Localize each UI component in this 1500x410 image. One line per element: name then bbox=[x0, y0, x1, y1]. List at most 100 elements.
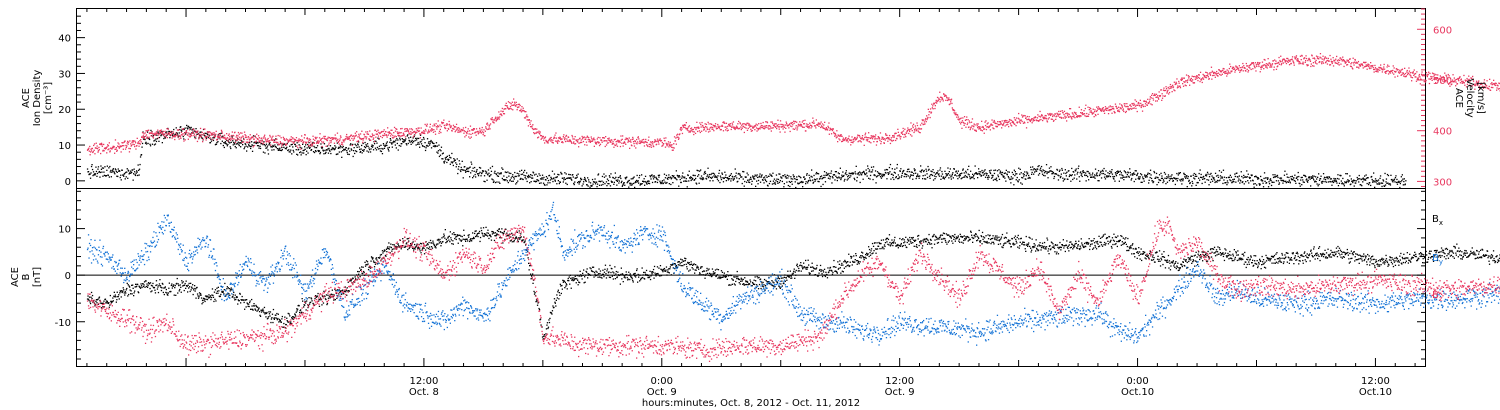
velocity-point bbox=[259, 139, 261, 142]
velocity-point bbox=[682, 125, 684, 127]
velocity-point bbox=[851, 136, 853, 138]
velocity-point bbox=[734, 128, 736, 131]
velocity-point bbox=[495, 116, 497, 118]
velocity-point bbox=[277, 134, 279, 137]
velocity-point bbox=[1019, 122, 1022, 124]
density-point bbox=[844, 178, 846, 181]
density-point bbox=[248, 144, 250, 146]
density-point bbox=[944, 170, 946, 172]
density-point bbox=[888, 166, 891, 169]
density-point bbox=[1004, 177, 1006, 179]
density-point bbox=[659, 182, 662, 184]
density-point bbox=[304, 148, 306, 150]
density-point bbox=[1323, 176, 1326, 178]
density-point bbox=[290, 144, 292, 146]
density-point bbox=[892, 176, 894, 179]
velocity-point bbox=[873, 135, 875, 138]
velocity-point bbox=[705, 123, 708, 125]
density-point bbox=[971, 176, 973, 179]
velocity-point bbox=[511, 101, 513, 103]
velocity-point bbox=[351, 137, 353, 140]
density-point bbox=[1298, 175, 1300, 178]
velocity-point bbox=[235, 136, 237, 138]
velocity-point bbox=[151, 133, 154, 135]
velocity-point bbox=[318, 137, 321, 139]
density-point bbox=[979, 174, 981, 176]
density-point bbox=[491, 165, 494, 168]
density-point bbox=[961, 177, 963, 179]
velocity-point bbox=[921, 122, 923, 124]
velocity-point bbox=[833, 132, 835, 135]
density-point bbox=[943, 178, 946, 180]
velocity-point bbox=[996, 126, 998, 128]
density-point bbox=[978, 168, 980, 170]
density-point bbox=[840, 177, 842, 179]
velocity-point bbox=[287, 141, 289, 143]
density-point bbox=[549, 182, 551, 184]
density-point bbox=[1108, 173, 1111, 175]
density-point bbox=[1377, 179, 1380, 181]
density-point bbox=[1350, 183, 1352, 185]
density-point bbox=[216, 141, 218, 144]
velocity-point bbox=[568, 140, 570, 143]
density-point bbox=[417, 143, 419, 145]
velocity-point bbox=[806, 123, 808, 125]
density-point bbox=[459, 169, 461, 171]
velocity-point bbox=[1035, 116, 1037, 118]
velocity-point bbox=[905, 132, 908, 134]
density-point bbox=[912, 174, 914, 177]
density-point bbox=[1326, 176, 1329, 179]
velocity-point bbox=[124, 148, 127, 150]
density-point bbox=[856, 180, 858, 182]
velocity-point bbox=[132, 143, 134, 145]
density-point bbox=[672, 175, 674, 178]
density-point bbox=[790, 178, 792, 180]
density-point bbox=[699, 177, 701, 179]
velocity-point bbox=[577, 139, 579, 141]
velocity-point bbox=[1031, 118, 1033, 120]
velocity-point bbox=[709, 130, 711, 132]
velocity-point bbox=[407, 129, 409, 131]
density-point bbox=[1299, 185, 1301, 187]
density-point bbox=[704, 170, 706, 173]
velocity-point bbox=[294, 140, 296, 142]
velocity-point bbox=[573, 141, 575, 143]
velocity-point bbox=[675, 143, 677, 145]
velocity-point bbox=[311, 143, 313, 145]
velocity-point bbox=[446, 123, 448, 125]
velocity-point bbox=[338, 140, 340, 143]
density-point bbox=[611, 181, 613, 183]
density-point bbox=[1161, 177, 1164, 179]
velocity-point bbox=[332, 138, 334, 140]
density-point bbox=[1002, 175, 1004, 177]
velocity-point bbox=[992, 127, 994, 129]
density-point bbox=[1150, 174, 1152, 176]
velocity-point bbox=[242, 136, 244, 138]
velocity-point bbox=[303, 141, 305, 143]
density-point bbox=[1021, 183, 1023, 185]
velocity-point bbox=[108, 142, 110, 144]
velocity-point bbox=[438, 130, 441, 132]
velocity-point bbox=[516, 109, 518, 111]
velocity-point bbox=[866, 140, 868, 142]
density-point bbox=[155, 138, 157, 140]
velocity-point bbox=[291, 141, 293, 143]
velocity-point bbox=[916, 124, 919, 127]
density-point bbox=[1116, 172, 1118, 174]
density-point bbox=[516, 172, 518, 174]
density-point bbox=[426, 138, 429, 140]
density-point bbox=[664, 177, 667, 179]
velocity-point bbox=[129, 140, 131, 142]
density-point bbox=[747, 179, 749, 181]
velocity-point bbox=[146, 130, 148, 132]
velocity-point bbox=[397, 132, 399, 134]
density-point bbox=[730, 173, 732, 175]
density-point bbox=[1022, 177, 1024, 179]
density-point bbox=[683, 177, 685, 179]
density-point bbox=[322, 150, 325, 152]
density-point bbox=[825, 174, 827, 176]
velocity-point bbox=[980, 129, 982, 131]
density-point bbox=[568, 173, 570, 176]
velocity-point bbox=[976, 123, 978, 125]
velocity-point bbox=[315, 138, 317, 140]
